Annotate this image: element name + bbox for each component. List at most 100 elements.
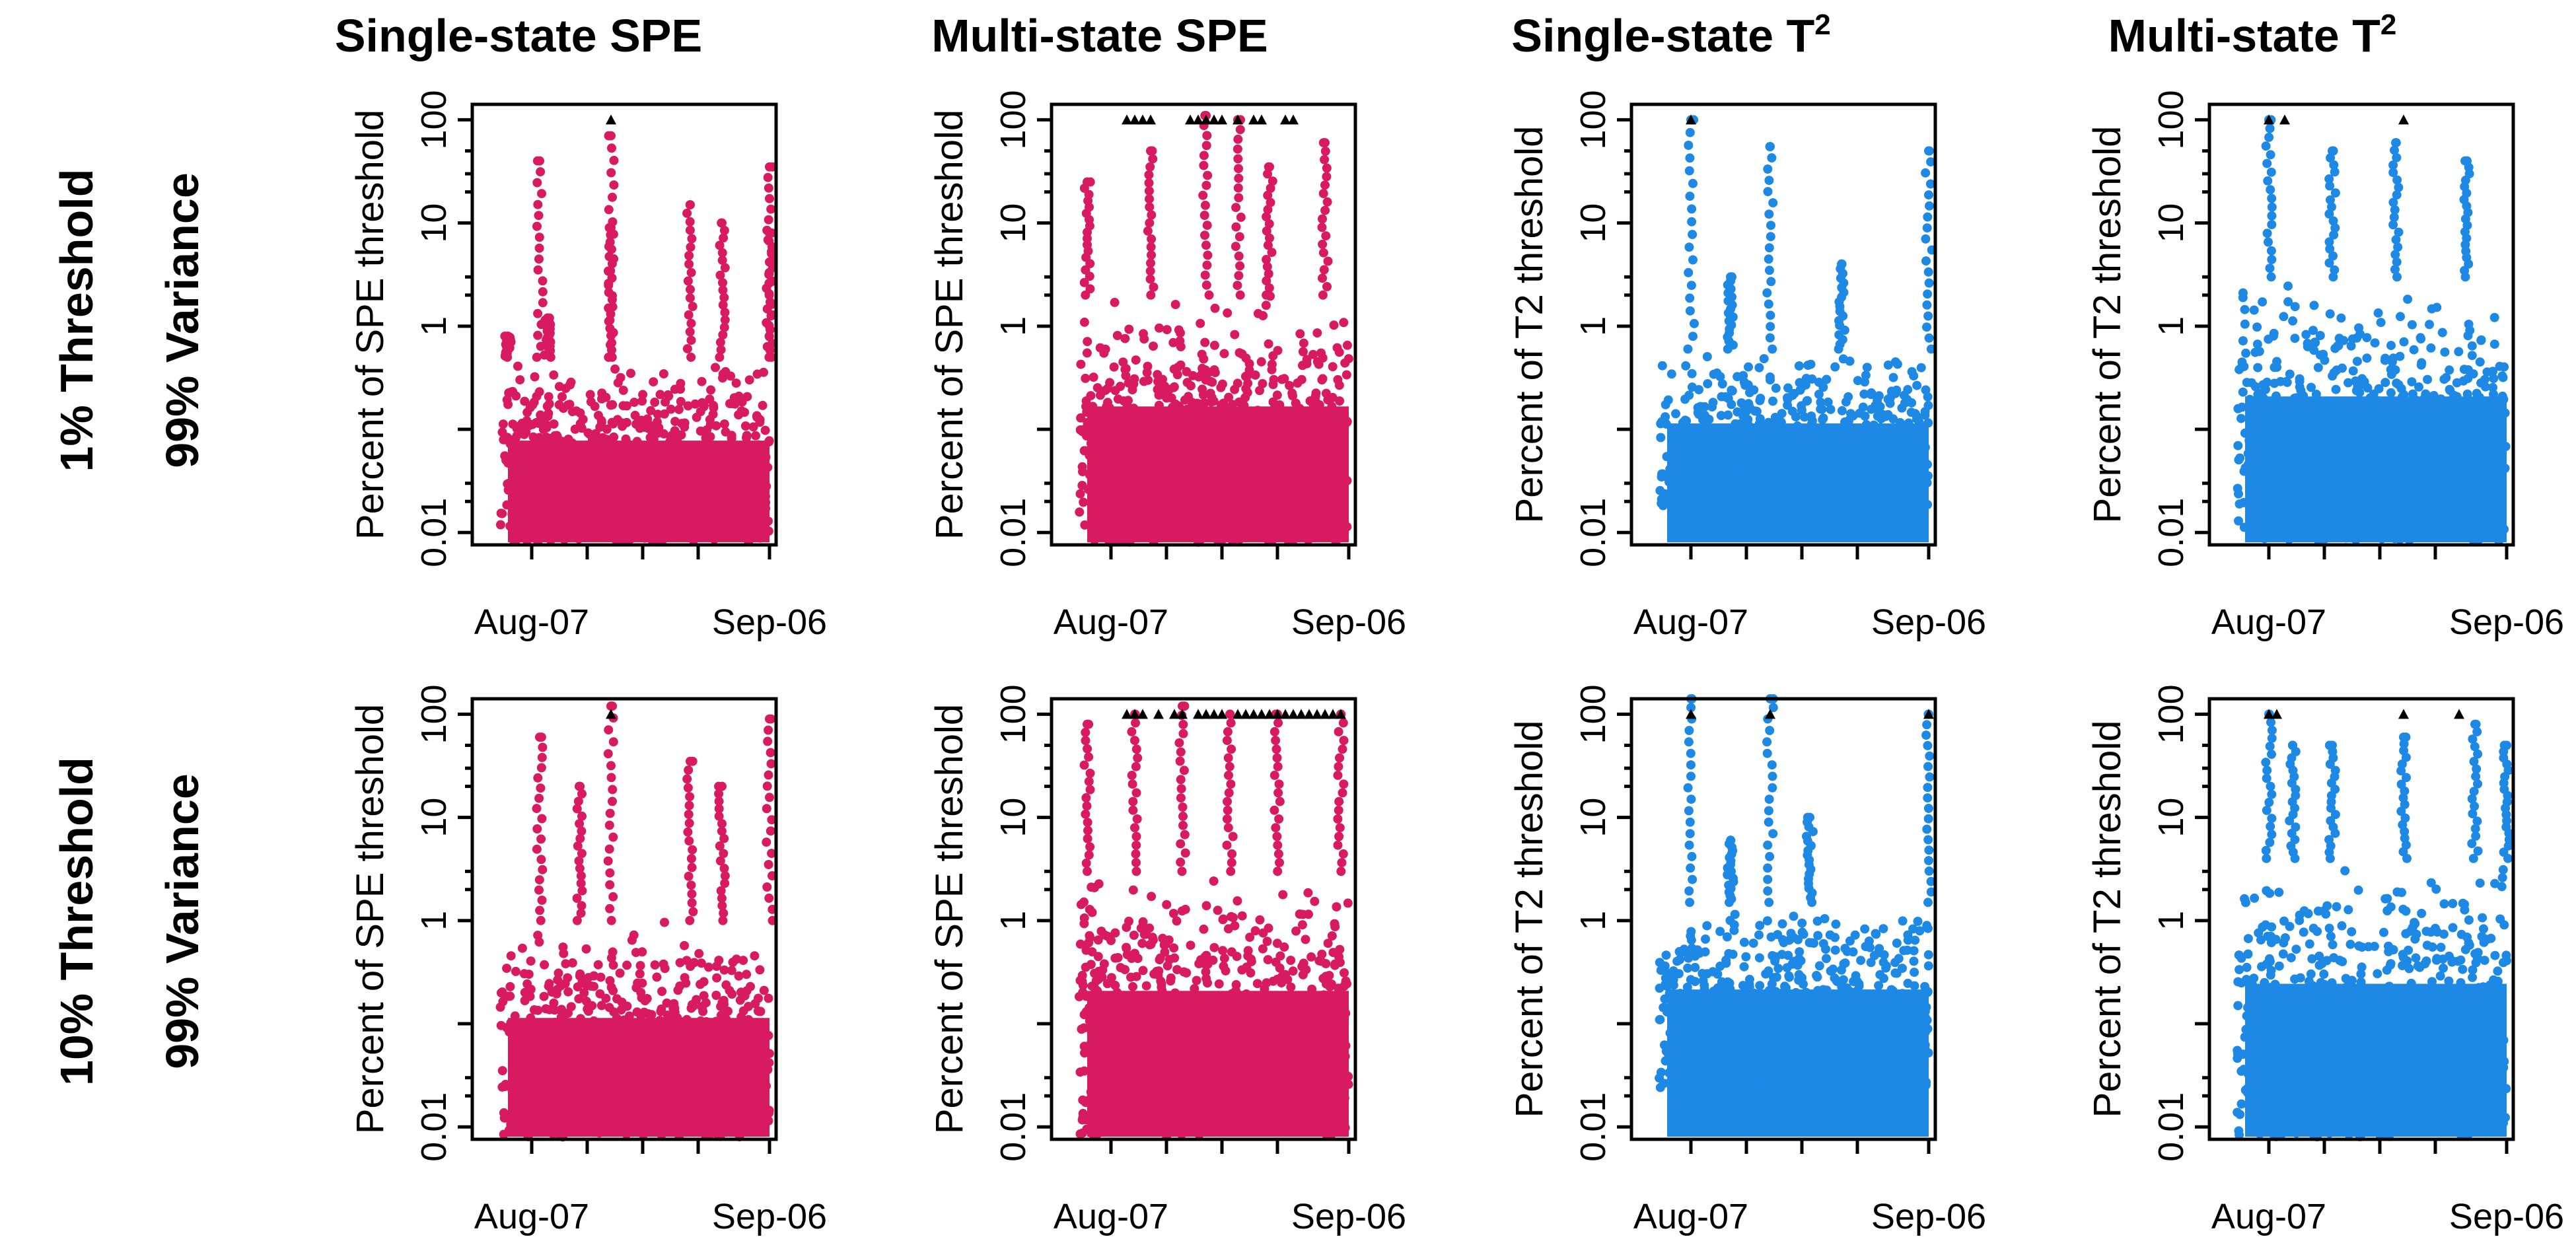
data-point bbox=[1322, 1016, 1332, 1026]
spike-point bbox=[1688, 332, 1698, 341]
data-point bbox=[2275, 376, 2285, 386]
data-point bbox=[639, 1045, 649, 1055]
x-tick-label: Aug-07 bbox=[474, 1197, 589, 1236]
data-point bbox=[638, 1130, 648, 1139]
spike-point bbox=[608, 892, 618, 902]
data-point bbox=[1258, 527, 1268, 537]
triangle-marker bbox=[1122, 709, 1132, 719]
spike-point bbox=[686, 880, 696, 890]
spike-point bbox=[608, 291, 617, 301]
data-point bbox=[1209, 876, 1219, 886]
spike-point bbox=[764, 215, 773, 225]
spike-point bbox=[1924, 278, 1934, 288]
data-point bbox=[1317, 375, 1327, 385]
data-point bbox=[1264, 1013, 1274, 1022]
spike-point bbox=[1131, 858, 1141, 868]
data-point bbox=[736, 500, 746, 510]
spike-point bbox=[1924, 190, 1933, 200]
data-point bbox=[693, 1106, 703, 1116]
data-point bbox=[1143, 361, 1153, 371]
spike-point bbox=[605, 868, 615, 878]
spike-point bbox=[1923, 212, 1933, 222]
data-point bbox=[1081, 373, 1091, 383]
spike-point bbox=[688, 845, 698, 855]
data-point bbox=[496, 509, 506, 518]
data-point bbox=[1169, 382, 1179, 392]
data-point bbox=[1248, 429, 1258, 439]
spike-point bbox=[1688, 178, 1698, 188]
data-point bbox=[1323, 939, 1333, 948]
data-point bbox=[1234, 511, 1244, 520]
spike-point bbox=[1199, 211, 1209, 220]
spike-point bbox=[606, 773, 616, 783]
data-point bbox=[632, 1007, 642, 1017]
data-point bbox=[598, 458, 608, 468]
spike-point bbox=[1176, 793, 1186, 803]
data-point bbox=[1812, 503, 1822, 513]
data-point bbox=[532, 470, 542, 480]
data-point bbox=[1301, 935, 1310, 944]
data-point bbox=[1162, 900, 1172, 909]
spike-point bbox=[1174, 738, 1184, 748]
data-point bbox=[1859, 389, 1869, 399]
data-point bbox=[1342, 417, 1352, 427]
data-point bbox=[1128, 885, 1138, 895]
data-point bbox=[1288, 391, 1297, 401]
data-point bbox=[2284, 534, 2294, 544]
data-point bbox=[2380, 355, 2390, 365]
spike-point bbox=[1130, 736, 1139, 746]
spike-point bbox=[2329, 160, 2339, 170]
spike-point bbox=[608, 785, 618, 795]
data-point bbox=[759, 985, 769, 995]
spike-point bbox=[764, 893, 774, 903]
data-point bbox=[1168, 1073, 1178, 1083]
spike-point bbox=[538, 865, 548, 874]
data-point bbox=[1746, 486, 1756, 496]
data-point bbox=[742, 970, 752, 979]
column-title-2: Multi-state SPE bbox=[931, 10, 1268, 61]
data-point bbox=[1340, 968, 1349, 977]
data-point bbox=[1173, 362, 1183, 372]
data-point bbox=[2329, 368, 2339, 378]
data-point bbox=[1327, 931, 1337, 941]
data-point bbox=[2499, 394, 2509, 404]
data-point bbox=[1263, 955, 1273, 964]
data-point bbox=[2437, 328, 2447, 337]
triangle-marker bbox=[1169, 709, 1180, 719]
data-point bbox=[1307, 984, 1317, 994]
data-point bbox=[2430, 477, 2440, 487]
data-point bbox=[727, 1055, 737, 1065]
spike-point bbox=[2391, 234, 2401, 244]
data-point bbox=[680, 1020, 690, 1030]
data-point bbox=[2387, 357, 2397, 367]
data-point bbox=[2441, 373, 2451, 382]
data-point bbox=[1299, 1068, 1308, 1078]
spike-point bbox=[687, 889, 697, 899]
spike-point bbox=[572, 894, 582, 903]
data-point bbox=[1287, 1121, 1297, 1131]
data-point bbox=[1271, 475, 1281, 485]
data-point bbox=[2476, 482, 2486, 491]
data-point bbox=[1900, 398, 1910, 408]
data-point bbox=[2370, 511, 2380, 521]
data-point bbox=[1094, 1049, 1104, 1059]
data-point bbox=[1193, 464, 1203, 474]
triangle-marker bbox=[1280, 114, 1291, 125]
data-point bbox=[1657, 361, 1667, 371]
data-point bbox=[1851, 437, 1861, 446]
data-point bbox=[2478, 400, 2487, 409]
data-point bbox=[1099, 509, 1109, 518]
data-point bbox=[2383, 399, 2392, 409]
spike-point bbox=[603, 749, 613, 759]
data-point bbox=[733, 472, 742, 481]
spike-point bbox=[685, 792, 695, 802]
data-point bbox=[522, 536, 532, 546]
data-point bbox=[1139, 451, 1149, 461]
data-point bbox=[511, 966, 520, 976]
data-point bbox=[2426, 416, 2436, 426]
data-point bbox=[1154, 1106, 1164, 1116]
spike-point bbox=[1263, 190, 1273, 200]
data-point bbox=[1122, 433, 1132, 443]
spike-point bbox=[1274, 779, 1284, 789]
data-point bbox=[711, 991, 721, 1000]
